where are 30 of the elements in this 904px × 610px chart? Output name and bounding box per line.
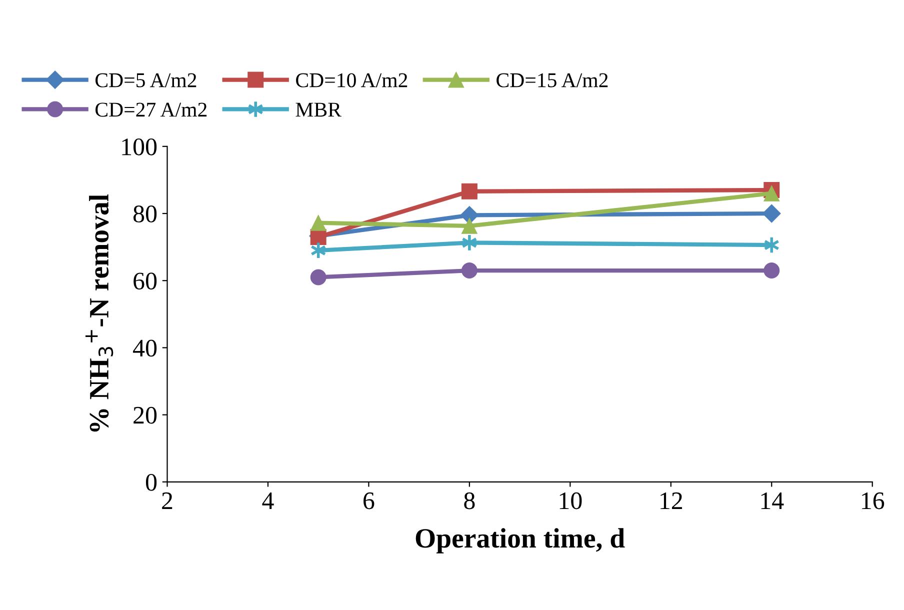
- legend-label: MBR: [296, 102, 342, 117]
- y-axis-title: % NH$_{3}$$^{+}$-N removal: [85, 194, 114, 432]
- point: [762, 204, 781, 223]
- x-tick-label: 14: [761, 492, 784, 509]
- x-tick-label: 12: [660, 492, 682, 509]
- point: [764, 262, 780, 279]
- point: [764, 185, 780, 202]
- point: [460, 206, 479, 224]
- y-tick-label: 100: [122, 138, 157, 156]
- point: [461, 183, 478, 200]
- legend-label: CD=5 A/m2: [96, 73, 196, 88]
- y-tick-label: 0: [146, 474, 157, 491]
- x-tick-label: 2: [162, 492, 172, 509]
- x-tick-label: 6: [364, 492, 374, 510]
- x-tick-label: 8: [464, 492, 475, 510]
- y-tick-label: 80: [133, 206, 157, 222]
- x-tick-label: 4: [262, 492, 274, 509]
- x-tick-label: 16: [862, 492, 884, 510]
- x-axis-title: Operation time, d: [416, 528, 625, 554]
- y-tick-label: 60: [134, 272, 157, 290]
- y-tick-label: 40: [133, 340, 157, 357]
- point: [461, 218, 478, 234]
- point: [310, 269, 326, 286]
- y-tick-label: 20: [134, 406, 157, 424]
- point: [461, 262, 478, 279]
- x-tick-label: 10: [560, 492, 582, 510]
- legend-label: CD=10 A/m2: [296, 73, 408, 88]
- point: [310, 214, 326, 231]
- legend-label: CD=15 A/m2: [496, 73, 608, 88]
- legend-label: CD=27 A/m2: [96, 102, 207, 117]
